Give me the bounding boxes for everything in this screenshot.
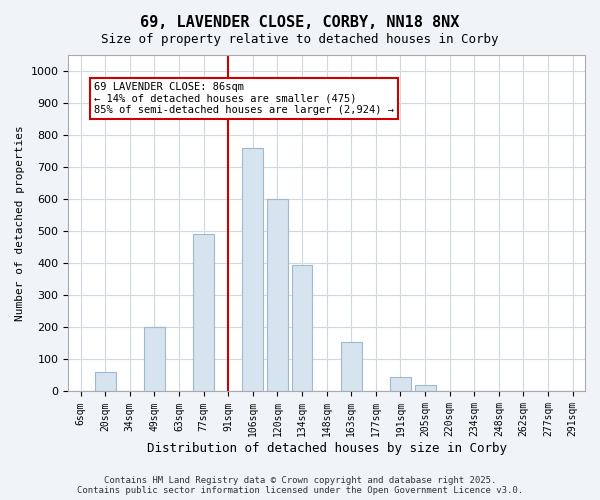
Y-axis label: Number of detached properties: Number of detached properties xyxy=(15,126,25,321)
Bar xyxy=(415,385,436,392)
Text: Contains HM Land Registry data © Crown copyright and database right 2025.
Contai: Contains HM Land Registry data © Crown c… xyxy=(77,476,523,495)
Bar xyxy=(242,148,263,392)
Bar xyxy=(267,199,288,392)
Text: 69, LAVENDER CLOSE, CORBY, NN18 8NX: 69, LAVENDER CLOSE, CORBY, NN18 8NX xyxy=(140,15,460,30)
Text: Size of property relative to detached houses in Corby: Size of property relative to detached ho… xyxy=(101,32,499,46)
Bar xyxy=(390,377,411,392)
Bar xyxy=(341,342,362,392)
Bar xyxy=(144,328,165,392)
Bar xyxy=(193,234,214,392)
Text: 69 LAVENDER CLOSE: 86sqm
← 14% of detached houses are smaller (475)
85% of semi-: 69 LAVENDER CLOSE: 86sqm ← 14% of detach… xyxy=(94,82,394,115)
X-axis label: Distribution of detached houses by size in Corby: Distribution of detached houses by size … xyxy=(146,442,506,455)
Bar xyxy=(95,372,116,392)
Bar xyxy=(292,265,313,392)
